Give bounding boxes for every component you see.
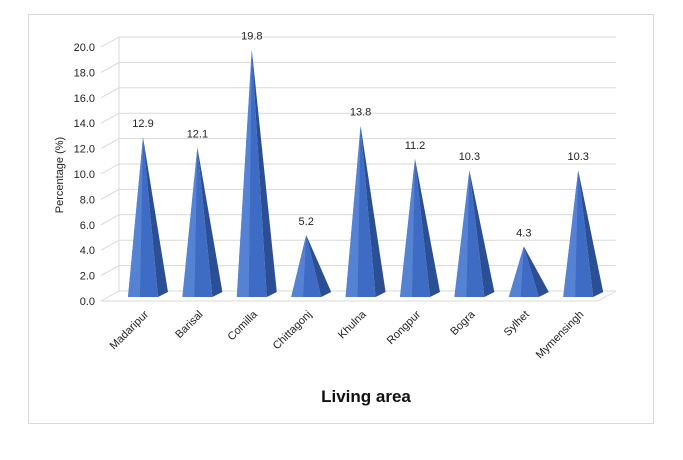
gridline-diagonal (100, 112, 120, 124)
pyramid-highlight (128, 137, 143, 297)
gridline-diagonal (100, 36, 120, 48)
y-tick-label: 4.0 (80, 245, 95, 257)
bar-chittagonj (291, 234, 332, 297)
x-tick-label: Barisal (173, 309, 205, 341)
pyramid-highlight (345, 125, 361, 298)
pyramid-highlight (508, 246, 524, 297)
pyramid-highlight (454, 170, 470, 297)
gridline-diagonal (100, 239, 120, 251)
y-tick-label: 16.0 (74, 93, 95, 105)
data-label: 12.9 (132, 118, 153, 130)
pyramid-side-face (360, 125, 386, 298)
gridline-diagonal (100, 138, 120, 150)
y-tick-label: 18.0 (74, 67, 95, 79)
pyramid-highlight (182, 147, 198, 297)
y-tick-label: 10.0 (74, 169, 95, 181)
x-tick-label: Comilla (225, 308, 260, 343)
y-axis-ticks: 0.0 2.0 4.0 6.0 8.0 10.0 12.0 14.0 16.0 18.0 20.0 (74, 42, 95, 308)
x-tick-label: Chittagonj (271, 309, 315, 353)
x-tick-label: Rongpur (385, 308, 424, 347)
gridline-diagonal (100, 265, 120, 277)
chart-frame (28, 14, 654, 424)
x-tick-label: Sylhet (502, 309, 532, 339)
data-label: 5.2 (299, 216, 314, 228)
pyramid-side-face (143, 137, 168, 297)
x-tick-label: Khulna (336, 308, 369, 341)
bar-barisal (182, 147, 223, 297)
data-label: 4.3 (516, 227, 531, 239)
x-tick-label: Madaripur (108, 308, 152, 352)
bar-khulna (345, 125, 386, 298)
y-tick-label: 6.0 (80, 220, 95, 232)
x-tick-label: Bogra (448, 308, 478, 338)
gridline-diagonal (100, 87, 120, 99)
pyramid-highlight (400, 158, 415, 297)
pyramid-side-face (415, 158, 440, 297)
gridline-diagonal (100, 188, 120, 200)
pyramid-side-face (469, 170, 495, 297)
data-labels-layer: 12.9 12.1 19.8 5.2 13.8 11.2 10.3 4.3 10.3 (132, 31, 589, 240)
data-label: 12.1 (187, 128, 208, 140)
y-tick-label: 0.0 (80, 296, 95, 308)
x-axis-title: Living area (321, 387, 411, 406)
pyramid-side-face (197, 147, 223, 297)
data-label: 11.2 (405, 140, 426, 152)
bar-comilla (236, 49, 277, 297)
data-label: 19.8 (241, 31, 262, 43)
bars-layer (128, 49, 604, 298)
gridline-diagonal (100, 290, 120, 302)
y-tick-label: 12.0 (74, 144, 95, 156)
y-axis-title: Percentage (%) (54, 137, 66, 213)
pyramid-side-face (523, 246, 549, 297)
data-label: 10.3 (459, 151, 480, 163)
pyramid-side-face (578, 170, 604, 297)
pyramid-side-face (306, 234, 332, 297)
gridline-diagonal (100, 163, 120, 175)
floor-right-edge (597, 290, 617, 302)
bar-madaripur (128, 137, 168, 297)
data-label: 10.3 (567, 151, 588, 163)
gridline-diagonal (100, 61, 120, 73)
pyramid-highlight (236, 49, 252, 297)
y-tick-label: 2.0 (80, 271, 95, 283)
bar-sylhet (508, 246, 549, 297)
bar-rongpur (400, 158, 440, 297)
x-axis-categories: Madaripur Barisal Comilla Chittagonj Khulna R… (108, 308, 587, 361)
pyramid-side-face (251, 49, 277, 297)
y-tick-label: 8.0 (80, 194, 95, 206)
bar-bogra (454, 170, 495, 297)
x-tick-label: Mymensingh (534, 309, 587, 362)
gridline-diagonal (100, 214, 120, 226)
pyramid-highlight (563, 170, 579, 297)
data-label: 13.8 (350, 107, 371, 119)
y-tick-label: 20.0 (74, 42, 95, 54)
y-tick-label: 14.0 (74, 118, 95, 130)
bar-mymensingh (563, 170, 604, 297)
pyramid-highlight (291, 234, 307, 297)
